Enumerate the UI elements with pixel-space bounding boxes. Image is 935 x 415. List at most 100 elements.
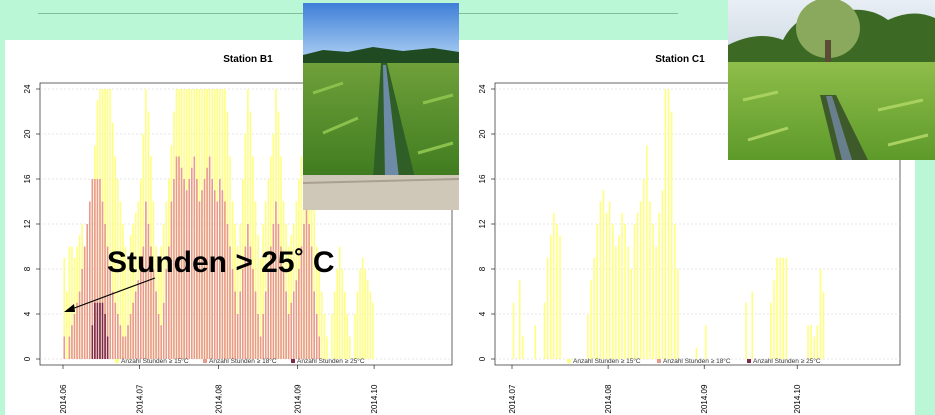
bar-ge18 [308, 224, 310, 359]
bar-ge18 [280, 246, 282, 359]
bar-ge15 [318, 269, 321, 359]
bar-ge18 [206, 167, 208, 359]
bar-ge15 [236, 246, 239, 359]
bar-ge15 [649, 201, 651, 359]
bar-ge15 [633, 224, 636, 359]
bar-ge15 [590, 280, 592, 359]
bar-ge18 [287, 314, 290, 359]
bar-ge15 [331, 314, 333, 359]
bar-ge15 [813, 336, 816, 359]
bar-ge15 [553, 212, 555, 359]
legend-label: Anzahl Stunden ≥ 15°C [121, 357, 189, 365]
y-tick-label: 16 [478, 174, 487, 183]
bar-ge15 [751, 291, 754, 359]
bar-ge15 [642, 179, 645, 359]
bar-ge18 [254, 291, 257, 359]
bar-ge18 [298, 269, 300, 359]
bar-ge25 [96, 302, 99, 359]
bar-ge18 [86, 224, 89, 359]
x-tick-label: 2014.07 [136, 384, 145, 413]
bar-ge18 [239, 291, 242, 359]
bar-ge15 [346, 314, 349, 359]
y-tick-label: 16 [23, 174, 32, 183]
bar-ge15 [111, 122, 114, 359]
bar-ge15 [779, 257, 781, 359]
bar-ge15 [349, 336, 351, 359]
bar-ge25 [106, 336, 109, 359]
bar-ge18 [185, 190, 188, 359]
bar-ge15 [549, 235, 552, 359]
bar-ge15 [695, 347, 698, 359]
bar-ge18 [257, 314, 259, 359]
bar-ge15 [636, 212, 639, 359]
bar-ge15 [122, 224, 124, 359]
bar-ge18 [247, 224, 249, 359]
bar-ge18 [160, 325, 162, 359]
bar-ge18 [132, 302, 134, 359]
bar-ge18 [219, 179, 221, 359]
legend-label: Anzahl Stunden ≥ 25°C [753, 357, 821, 365]
bar-ge15 [343, 291, 346, 359]
bar-ge15 [66, 291, 68, 359]
bar-ge15 [259, 257, 262, 359]
y-tick-label: 8 [23, 266, 32, 271]
bar-ge15 [822, 291, 825, 359]
bar-ge18 [226, 224, 229, 359]
bar-ge15 [364, 269, 366, 359]
bar-ge15 [127, 257, 129, 359]
bar-ge15 [257, 235, 259, 359]
bar-ge15 [333, 291, 336, 359]
y-tick-label: 20 [23, 129, 32, 138]
bar-ge15 [262, 224, 264, 359]
chart-title: Station B1 [223, 54, 273, 65]
bar-ge15 [359, 269, 361, 359]
bar-ge15 [546, 257, 549, 359]
bar-ge15 [602, 190, 605, 359]
bar-ge15 [782, 257, 785, 359]
y-tick-label: 4 [23, 311, 32, 316]
bar-ge15 [315, 246, 318, 359]
bar-ge15 [556, 224, 558, 359]
bar-ge15 [160, 246, 162, 359]
bar-ge18 [94, 179, 96, 359]
bar-ge18 [267, 269, 270, 359]
bar-ge15 [559, 235, 561, 359]
bar-ge15 [605, 212, 608, 359]
bar-ge15 [673, 224, 676, 359]
bar-ge15 [745, 302, 747, 359]
legend-swatch [115, 359, 119, 363]
legend-swatch [747, 359, 751, 363]
bar-ge18 [101, 201, 104, 359]
bar-ge15 [264, 201, 267, 359]
bar-ge18 [168, 246, 170, 359]
bar-ge15 [356, 291, 359, 359]
bar-ge25 [99, 302, 101, 359]
bar-ge18 [165, 269, 168, 359]
bar-ge15 [704, 325, 707, 359]
bar-ge15 [655, 246, 657, 359]
bar-ge18 [109, 269, 111, 359]
bar-ge18 [292, 291, 295, 359]
bar-ge15 [776, 257, 778, 359]
bar-ge15 [321, 291, 323, 359]
x-tick-label: 2014.08 [215, 384, 224, 413]
bar-ge18 [104, 224, 106, 359]
bar-ge18 [88, 201, 91, 359]
bar-ge18 [310, 246, 313, 359]
annotation-label: Stunden > 25˚ C [107, 246, 335, 279]
bar-ge18 [282, 269, 285, 359]
bar-ge18 [211, 179, 213, 359]
bar-ge18 [68, 336, 71, 359]
bar-ge15 [618, 235, 620, 359]
bar-ge15 [816, 325, 819, 359]
bar-ge18 [73, 314, 76, 359]
bar-ge15 [599, 201, 602, 359]
bar-ge18 [229, 246, 231, 359]
bar-ge15 [338, 246, 341, 359]
x-tick-label: 2014.10 [793, 384, 802, 413]
bar-ge18 [180, 167, 183, 359]
bar-ge15 [117, 179, 119, 359]
bar-ge18 [139, 269, 142, 359]
bar-ge15 [608, 201, 611, 359]
bar-ge18 [162, 302, 165, 359]
